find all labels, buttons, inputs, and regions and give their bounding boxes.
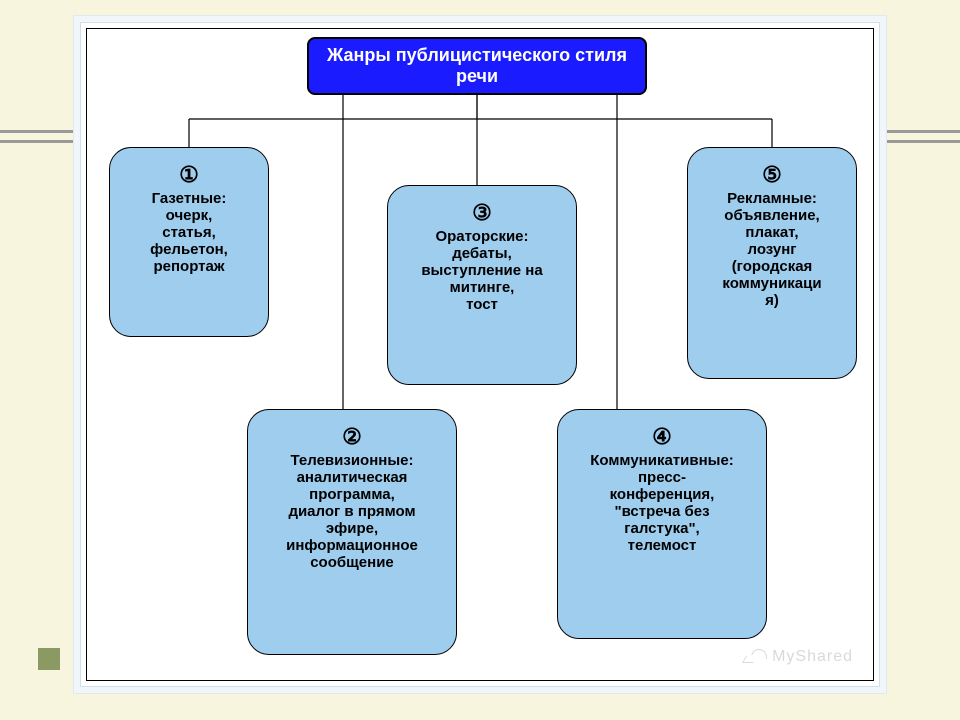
child-node-number: ④ [566, 424, 758, 450]
child-node-3: ③Ораторские: дебаты, выступление на мити… [387, 185, 577, 385]
bg-accent-square [38, 648, 60, 670]
child-node-5: ⑤Рекламные: объявление, плакат, лозунг (… [687, 147, 857, 379]
diagram-panel: MyShared Жанры публицистического стиля р… [86, 28, 874, 681]
child-node-number: ② [256, 424, 448, 450]
child-node-number: ⑤ [696, 162, 848, 188]
child-node-label: Телевизионные: аналитическая программа, … [256, 452, 448, 571]
child-node-label: Ораторские: дебаты, выступление на митин… [396, 228, 568, 313]
child-node-1: ①Газетные: очерк, статья, фельетон, репо… [109, 147, 269, 337]
root-node: Жанры публицистического стиля речи [307, 37, 647, 95]
satellite-icon [744, 649, 766, 663]
child-node-label: Газетные: очерк, статья, фельетон, репор… [118, 190, 260, 275]
child-node-label: Рекламные: объявление, плакат, лозунг (г… [696, 190, 848, 309]
watermark-text: MyShared [772, 648, 853, 665]
watermark: MyShared [744, 648, 853, 666]
diagram-panel-outer: MyShared Жанры публицистического стиля р… [80, 22, 880, 687]
child-node-number: ③ [396, 200, 568, 226]
child-node-4: ④Коммуникативные: пресс- конференция, "в… [557, 409, 767, 639]
child-node-label: Коммуникативные: пресс- конференция, "вс… [566, 452, 758, 554]
child-node-2: ②Телевизионные: аналитическая программа,… [247, 409, 457, 655]
child-node-number: ① [118, 162, 260, 188]
